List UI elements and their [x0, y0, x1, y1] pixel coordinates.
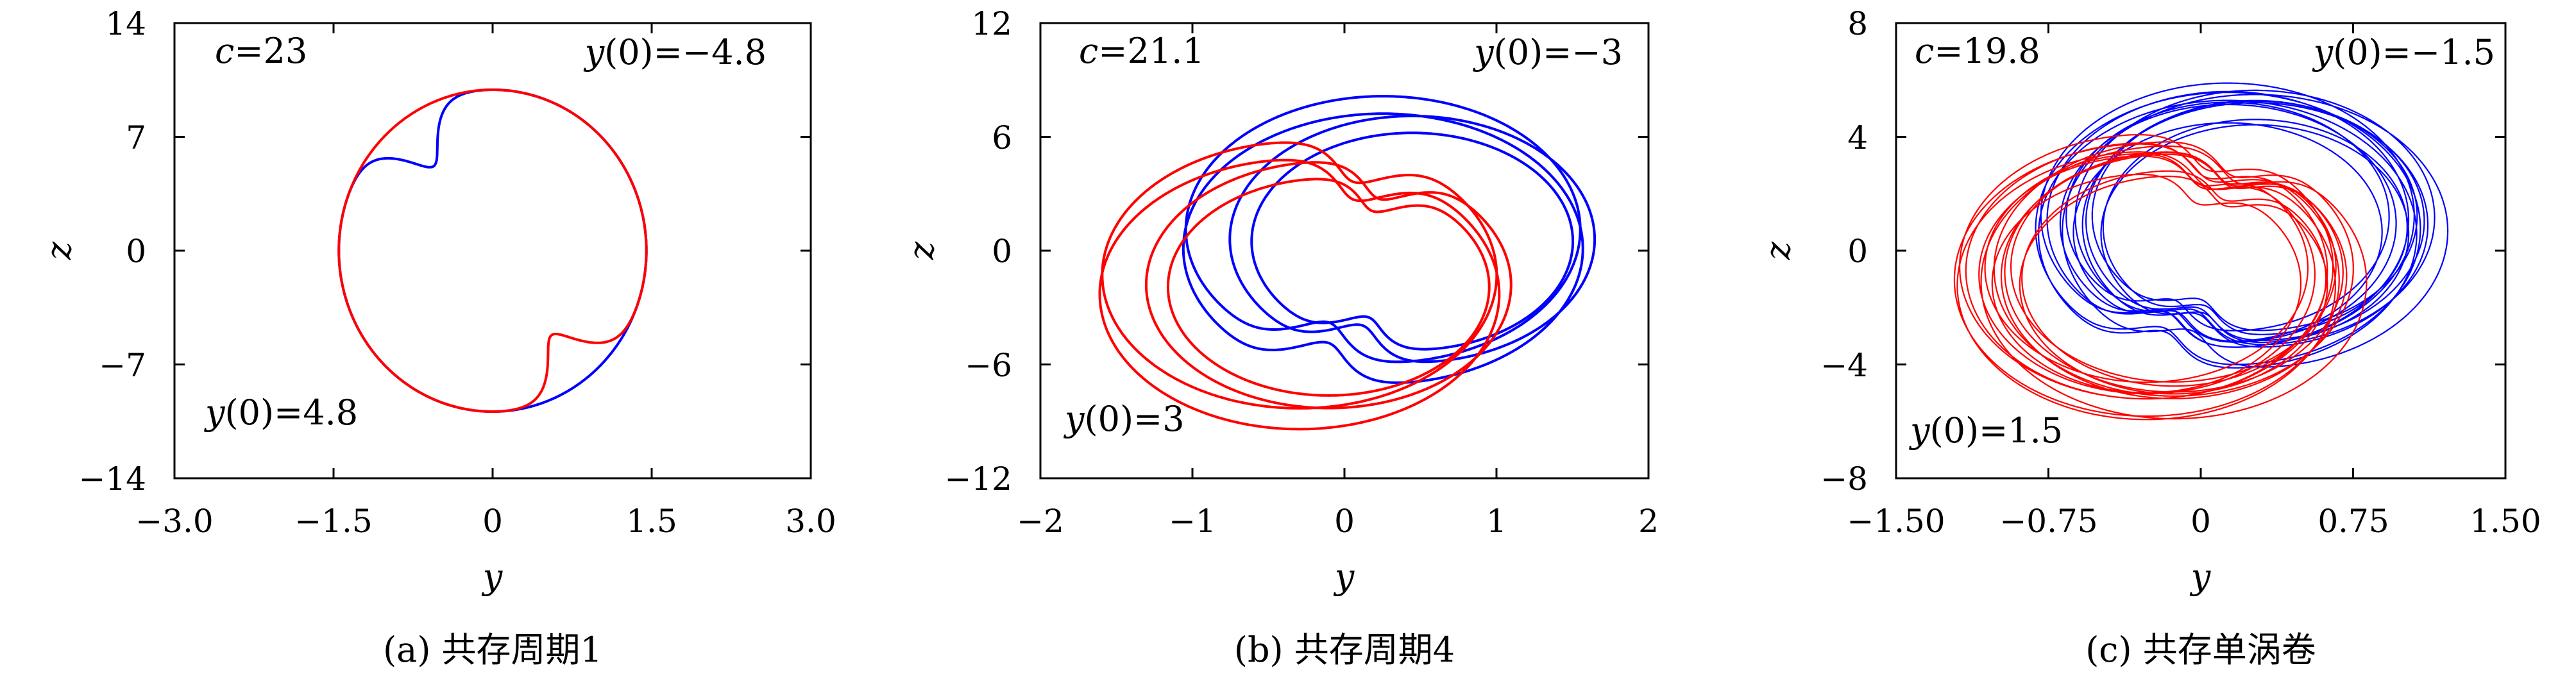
panel-b-y-tick-5: −12	[944, 460, 1012, 497]
panel-a-y-tick-1: 14	[105, 5, 146, 42]
panel-b-ticks	[1039, 22, 1650, 480]
panel-b-y-tick-1: 12	[971, 5, 1012, 42]
panel-b-x-tick-4: 1	[1486, 503, 1507, 540]
panel-c-x-tick-4: 0.75	[2318, 503, 2389, 540]
panel-c-param-label: c=19.8	[1915, 31, 2040, 71]
panel-a-caption: (a) 共存周期1	[383, 630, 602, 670]
red-trajectory-line	[337, 88, 648, 413]
panel-c-y-axis-label: z	[1758, 241, 1798, 260]
panel-c-x-tick-3: 0	[2190, 503, 2211, 540]
blue-trajectory-line	[337, 88, 648, 413]
panel-c-y-tick-2: 4	[1847, 119, 1868, 156]
panel-a-param-label: c=23	[215, 31, 307, 71]
panel-b-red-initial-condition: y(0)=3	[1063, 399, 1185, 439]
panel-c-y-tick-1: 8	[1847, 5, 1868, 42]
panel-a-curves	[337, 88, 648, 413]
panel-b-y-tick-2: 6	[992, 119, 1012, 156]
panel-c-y-tick-5: −8	[1820, 460, 1868, 497]
panel-a-ticks	[173, 22, 812, 480]
panel-b-caption: (b) 共存周期4	[1234, 630, 1455, 670]
panel-a-red-initial-condition: y(0)=4.8	[204, 392, 358, 433]
panel-a-x-axis-label: y	[482, 556, 504, 597]
panel-a-x-tick-1: −3.0	[135, 503, 213, 540]
panel-b-y-tick-4: −6	[965, 347, 1012, 384]
panel-c-y-tick-3: 0	[1847, 233, 1868, 270]
panel-b-x-tick-5: 2	[1638, 503, 1659, 540]
panel-b: −2 −1 0 1 2 12 6 0 −6 −12 y z c=21.1 y(0…	[901, 5, 1659, 670]
panel-a-x-tick-4: 1.5	[626, 503, 677, 540]
panel-c-x-tick-2: −0.75	[1999, 503, 2097, 540]
panel-c-x-tick-1: −1.50	[1847, 503, 1945, 540]
panel-c: −1.50 −0.75 0 0.75 1.50 8 4 0 −4 −8 y z …	[1758, 5, 2541, 670]
panel-b-x-axis-label: y	[1334, 556, 1355, 597]
panel-a-y-tick-3: 0	[126, 233, 146, 270]
panel-c-blue-initial-condition: y(0)=−1.5	[2312, 32, 2495, 72]
blue-trajectory-line	[1182, 95, 1597, 384]
panel-a-y-tick-5: −14	[78, 460, 146, 497]
panel-c-ticks	[1895, 22, 2507, 480]
panel-a-x-tick-2: −1.5	[294, 503, 372, 540]
panel-c-curves	[1953, 82, 2449, 421]
panel-a-x-tick-5: 3.0	[785, 503, 836, 540]
red-trajectory-line	[1098, 141, 1513, 431]
panel-b-x-tick-2: −1	[1169, 503, 1216, 540]
panel-b-x-tick-1: −2	[1017, 503, 1064, 540]
panel-a-y-tick-2: 7	[126, 119, 146, 156]
panel-c-x-tick-5: 1.50	[2470, 503, 2541, 540]
panel-c-y-tick-4: −4	[1820, 347, 1868, 384]
panel-a-y-tick-4: −7	[99, 347, 146, 384]
red-trajectory-line	[1953, 134, 2368, 421]
blue-trajectory-line	[2035, 82, 2449, 369]
panel-b-y-tick-3: 0	[992, 233, 1012, 270]
panel-a-y-axis-label: z	[38, 241, 79, 260]
panel-c-x-axis-label: y	[2190, 556, 2212, 597]
panel-a-x-tick-3: 0	[482, 503, 503, 540]
panel-b-param-label: c=21.1	[1079, 31, 1205, 71]
panel-a-blue-initial-condition: y(0)=−4.8	[584, 32, 767, 72]
panel-c-red-initial-condition: y(0)=1.5	[1909, 410, 2063, 451]
panel-b-y-axis-label: z	[901, 241, 942, 260]
panel-b-curves	[1098, 95, 1597, 431]
panel-c-caption: (c) 共存单涡卷	[2085, 630, 2316, 670]
panel-b-blue-initial-condition: y(0)=−3	[1473, 32, 1623, 72]
panel-a: −3.0 −1.5 0 1.5 3.0 14 7 0 −7 −14 y z c=…	[38, 5, 836, 670]
panel-b-x-tick-3: 0	[1334, 503, 1355, 540]
